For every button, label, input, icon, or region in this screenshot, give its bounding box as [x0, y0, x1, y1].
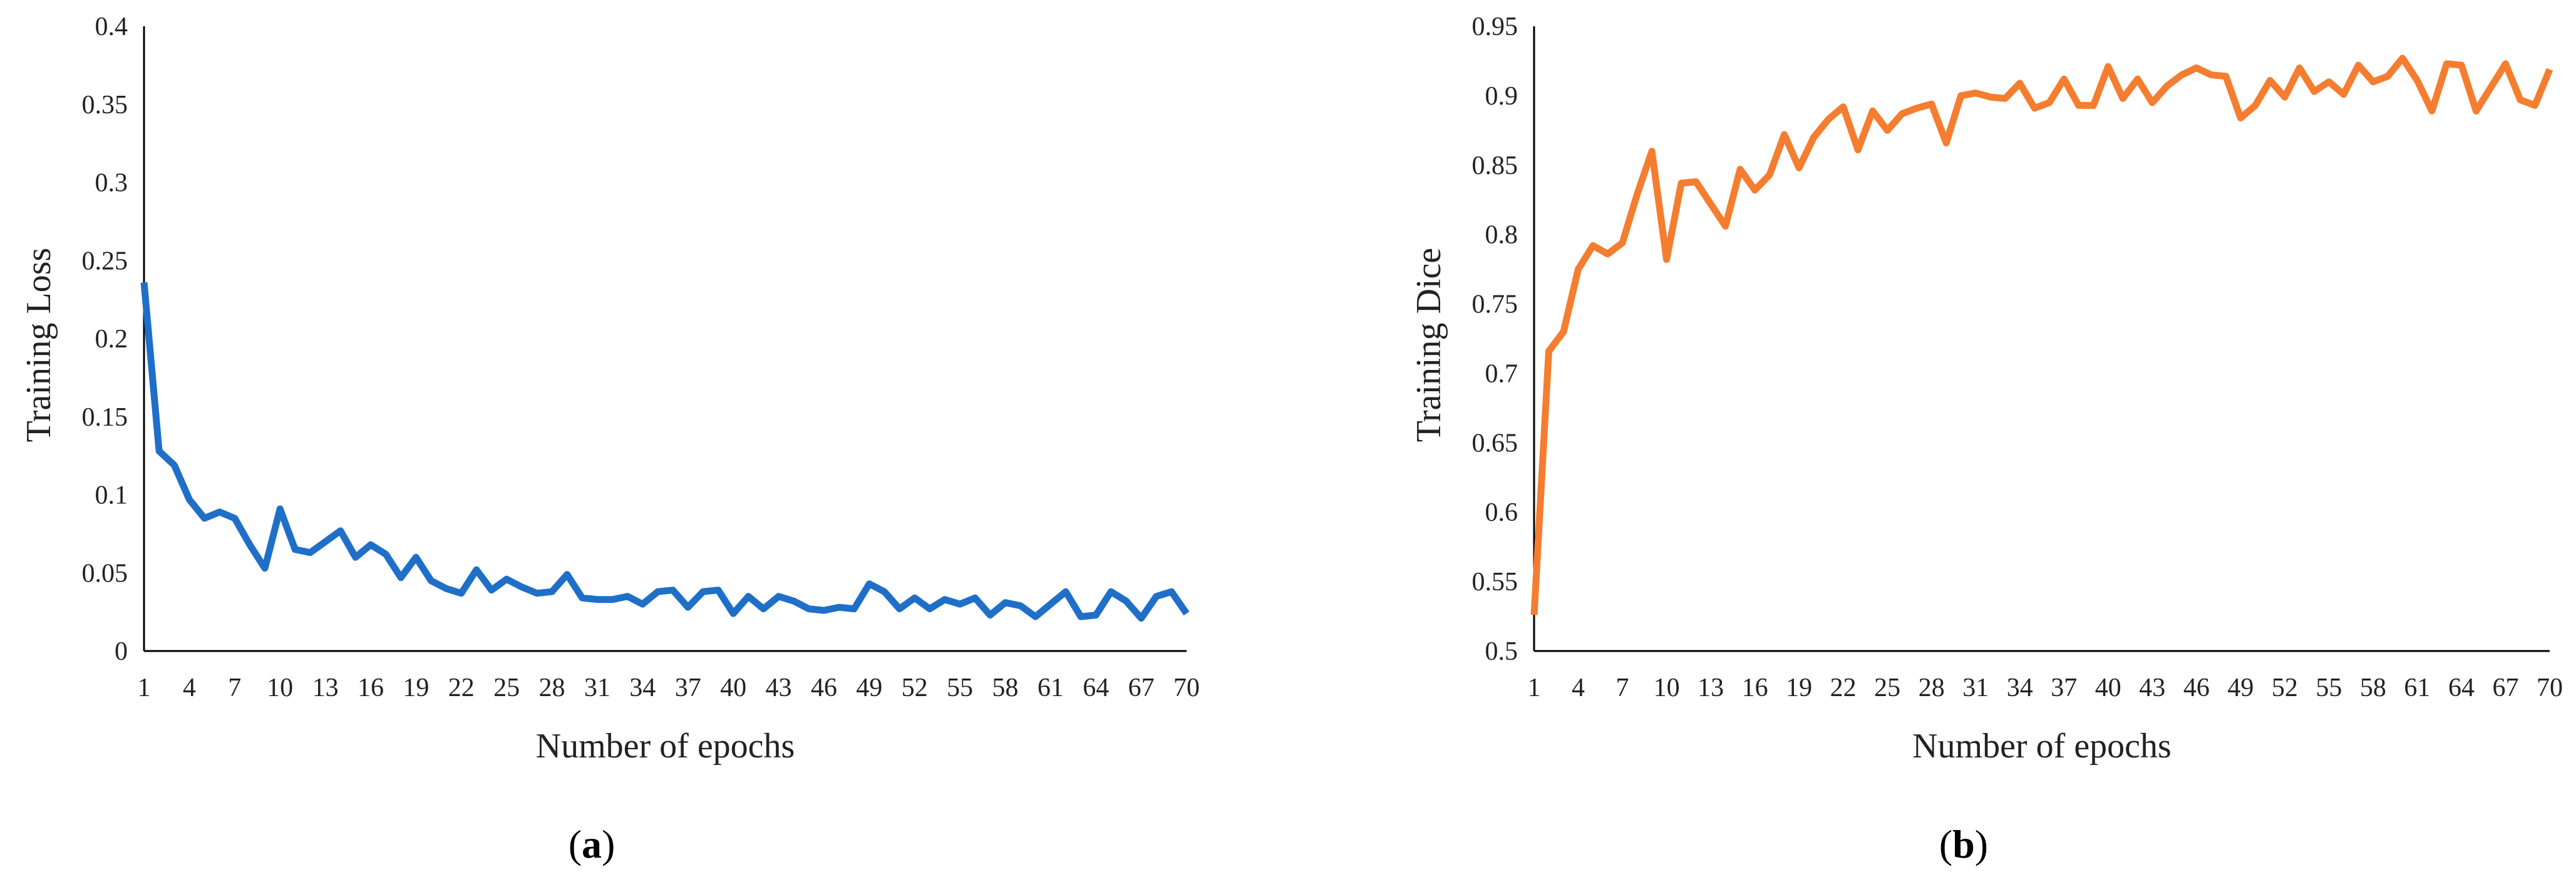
panel-b-x-tick-label: 46 — [2183, 674, 2210, 702]
panel-a-chart: 0 0.05 0.1 0.15 0.2 0.25 0.3 0.35 0.4 1 4 7 10 13 16 19… — [19, 13, 1200, 766]
panel-b-x-tick-label: 16 — [1742, 674, 1768, 702]
panel-b-x-tick-label: 55 — [2316, 674, 2342, 702]
panel-b-x-tick-label: 58 — [2360, 674, 2386, 702]
panel-a-y-tick-label: 0.25 — [82, 247, 128, 275]
panel-b-y-tick-label: 0.95 — [1472, 13, 1518, 41]
panel-a-x-tick-label: 31 — [584, 674, 611, 702]
panel-a-x-tick-label: 22 — [448, 674, 475, 702]
panel-a-x-tick-label: 7 — [228, 674, 241, 702]
panel-b-x-tick-label: 67 — [2492, 674, 2518, 702]
panel-b-x-tick-label: 64 — [2448, 674, 2475, 702]
panel-a-x-tick-label: 13 — [312, 674, 339, 702]
panel-b-x-tick-label: 40 — [2095, 674, 2121, 702]
panel-b-x-tick-label: 37 — [2051, 674, 2077, 702]
panel-b-y-tick-label: 0.65 — [1472, 429, 1518, 458]
panel-a-x-tick-label: 64 — [1083, 674, 1109, 702]
panel-a-x-tick-label: 37 — [675, 674, 701, 702]
panel-a-y-axis-title: Training Loss — [19, 248, 58, 443]
panel-a-x-tick-label: 4 — [183, 674, 196, 702]
panel-b-x-tick-label: 34 — [2007, 674, 2033, 702]
panel-b-x-tick-label: 10 — [1654, 674, 1680, 702]
panel-b-x-tick-label: 4 — [1572, 674, 1585, 702]
panel-b-x-tick-label: 22 — [1830, 674, 1857, 702]
panel-b-y-tick-label: 0.8 — [1485, 221, 1518, 250]
panel-b-label: (b) — [1939, 822, 1988, 866]
panel-a-y-tick-label: 0 — [115, 637, 128, 666]
panel-a-x-tick-label: 67 — [1128, 674, 1155, 702]
panel-b-y-tick-label: 0.9 — [1485, 82, 1518, 111]
panel-a-x-tick-label: 19 — [403, 674, 429, 702]
panel-b-x-tick-label: 19 — [1786, 674, 1812, 702]
panel-a-y-tick-label: 0.4 — [95, 13, 128, 41]
panel-b-series-line — [1530, 54, 2553, 615]
panel-a-x-tick-label: 25 — [493, 674, 520, 702]
panel-a-y-tick-label: 0.2 — [95, 325, 128, 354]
panel-a-x-tick-label: 1 — [138, 674, 151, 702]
panel-b-y-axis-title: Training Dice — [1409, 248, 1448, 443]
panel-a-x-tick-label: 40 — [720, 674, 746, 702]
panel-a-x-tick-label: 70 — [1173, 674, 1200, 702]
panel-a-x-tick-label: 34 — [629, 674, 656, 702]
panel-a-x-tick-label: 52 — [902, 674, 928, 702]
panel-a-x-tick-label: 16 — [358, 674, 384, 702]
panel-a-x-tick-label: 28 — [539, 674, 565, 702]
panel-b-y-tick-label: 0.6 — [1485, 498, 1518, 527]
panel-a-x-tick-label: 10 — [267, 674, 293, 702]
panel-b-x-tick-label: 52 — [2272, 674, 2298, 702]
panel-b-x-tick-label: 25 — [1874, 674, 1900, 702]
panel-b-y-tick-label: 0.5 — [1485, 637, 1518, 666]
panel-a-x-tick-label: 43 — [765, 674, 791, 702]
panel-a-y-tick-label: 0.05 — [82, 559, 128, 588]
panel-a-label: (a) — [569, 822, 616, 866]
panel-b-chart: 0.5 0.55 0.6 0.65 0.7 0.75 0.8 0.85 0.9 0.95 1 4 7 10… — [1409, 13, 2563, 766]
panel-b-x-tick-label: 31 — [1962, 674, 1989, 702]
panel-a-x-tick-label: 61 — [1038, 674, 1064, 702]
panel-b-y-tick-label: 0.55 — [1472, 568, 1518, 597]
panel-b-x-axis-title: Number of epochs — [1912, 727, 2172, 766]
panel-b-y-tick-label: 0.75 — [1472, 290, 1518, 319]
panel-a-y-tick-label: 0.15 — [82, 403, 128, 432]
panel-b-y-tick-label: 0.7 — [1485, 359, 1518, 388]
panel-a-y-tick-label: 0.3 — [95, 169, 128, 198]
panel-b-x-tick-label: 43 — [2139, 674, 2165, 702]
panel-b-y-tick-label: 0.85 — [1472, 151, 1518, 180]
panel-a-x-axis-title: Number of epochs — [536, 727, 795, 766]
panel-b-x-tick-label: 61 — [2404, 674, 2430, 702]
panel-a-x-tick-label: 58 — [992, 674, 1018, 702]
panel-b-x-tick-label: 13 — [1698, 674, 1724, 702]
panel-b-x-tick-label: 28 — [1919, 674, 1945, 702]
panel-b-x-tick-label: 1 — [1528, 674, 1541, 702]
panel-b-x-tick-label: 70 — [2537, 674, 2563, 702]
panel-b-x-tick-label: 7 — [1616, 674, 1629, 702]
panel-a-x-tick-label: 55 — [947, 674, 973, 702]
panel-b-x-tick-label: 49 — [2227, 674, 2254, 702]
panel-a-series-line — [140, 282, 1190, 622]
panel-a-x-tick-label: 49 — [856, 674, 882, 702]
panel-a-y-tick-label: 0.35 — [82, 91, 128, 120]
panel-a-x-tick-label: 46 — [811, 674, 837, 702]
panel-a-y-tick-label: 0.1 — [95, 481, 128, 510]
